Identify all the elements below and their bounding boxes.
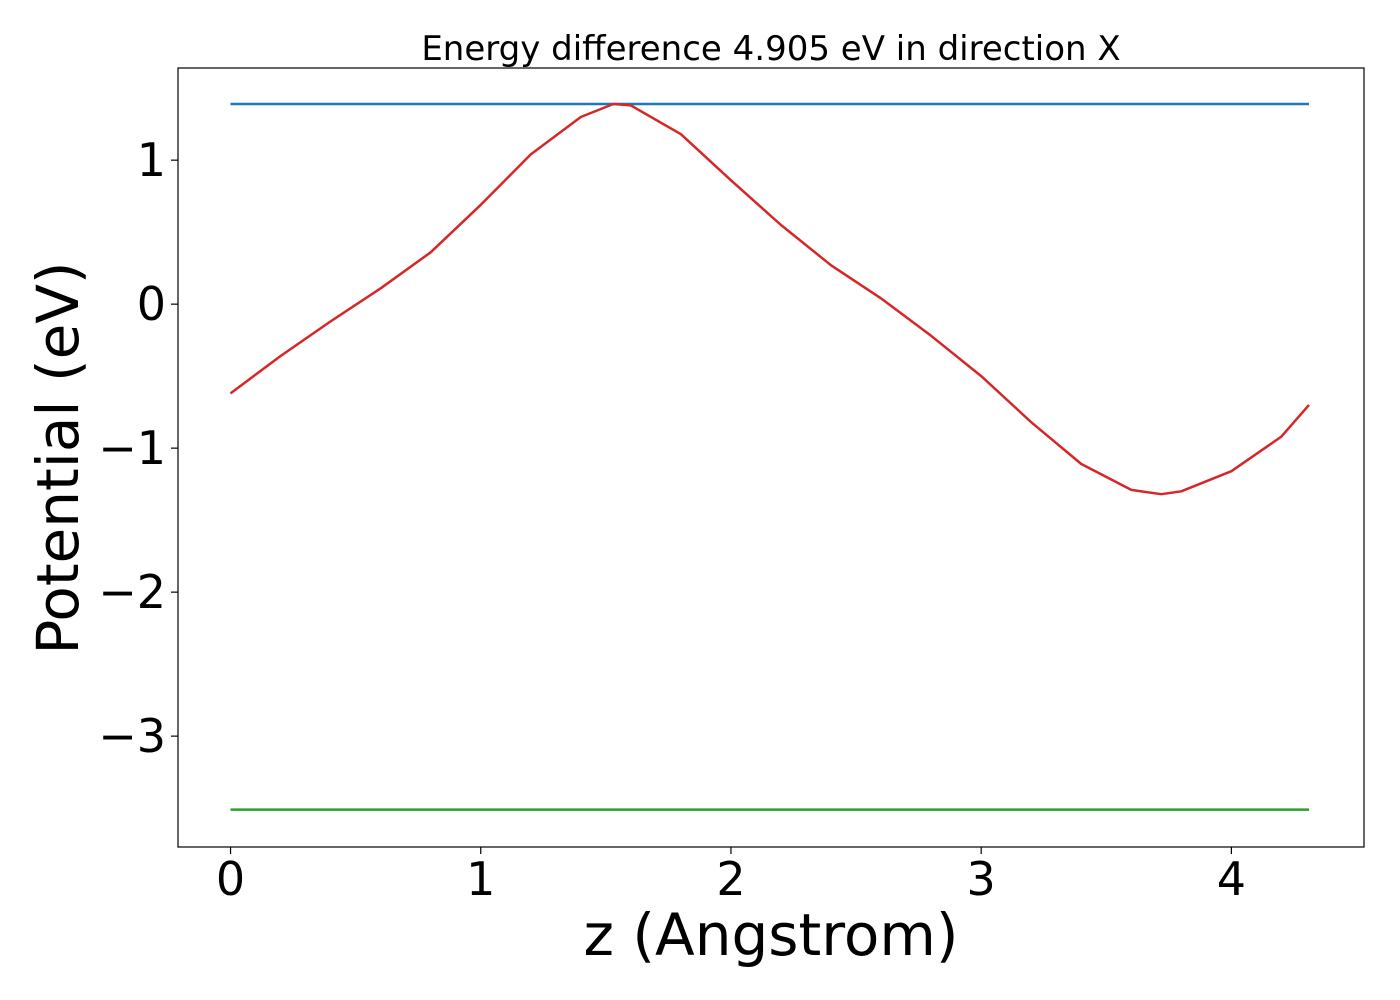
x-tick-label: 1 (466, 852, 495, 906)
y-tick-label: 1 (137, 133, 166, 187)
x-tick-label: 0 (216, 852, 245, 906)
x-tick-label: 4 (1217, 852, 1246, 906)
x-tick-label: 3 (967, 852, 996, 906)
plot-area-frame (177, 67, 1365, 848)
y-axis-ticks: 1 0 −1 −2 −3 (98, 133, 178, 763)
x-axis-label: z (Angstrom) (584, 901, 959, 969)
y-tick-label: 0 (137, 277, 166, 331)
y-tick-label: −3 (98, 709, 166, 763)
y-tick-label: −1 (98, 421, 166, 475)
y-tick-label: −2 (98, 565, 166, 619)
chart-title: Energy difference 4.905 eV in direction … (421, 29, 1120, 69)
series-layer (229, 102, 1310, 811)
y-axis-label: Potential (eV) (24, 261, 92, 654)
x-axis-ticks: 0 1 2 3 4 (216, 847, 1246, 906)
series-line-3 (229, 102, 1310, 496)
x-tick-label: 2 (716, 852, 745, 906)
